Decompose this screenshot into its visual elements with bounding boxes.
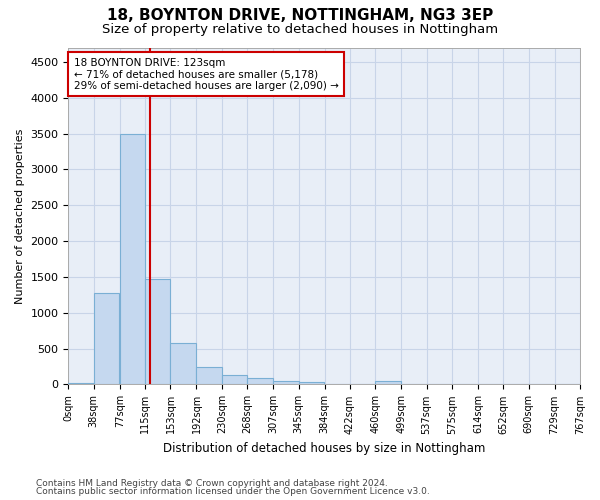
Bar (145, 279, 170, 384)
Bar (170, 343, 196, 384)
Bar (196, 367, 222, 384)
Bar (94, 294, 119, 384)
Text: Size of property relative to detached houses in Nottingham: Size of property relative to detached ho… (102, 22, 498, 36)
Bar (375, 381, 401, 384)
Bar (299, 382, 324, 384)
Y-axis label: Number of detached properties: Number of detached properties (15, 128, 25, 304)
Text: 18 BOYNTON DRIVE: 123sqm
← 71% of detached houses are smaller (5,178)
29% of sem: 18 BOYNTON DRIVE: 123sqm ← 71% of detach… (74, 58, 338, 91)
Bar (222, 375, 247, 384)
X-axis label: Distribution of detached houses by size in Nottingham: Distribution of detached houses by size … (163, 442, 485, 455)
Text: 18, BOYNTON DRIVE, NOTTINGHAM, NG3 3EP: 18, BOYNTON DRIVE, NOTTINGHAM, NG3 3EP (107, 8, 493, 22)
Bar (247, 378, 272, 384)
Text: Contains HM Land Registry data © Crown copyright and database right 2024.: Contains HM Land Registry data © Crown c… (36, 478, 388, 488)
Bar (68, 383, 94, 384)
Text: Contains public sector information licensed under the Open Government Licence v3: Contains public sector information licen… (36, 487, 430, 496)
Bar (120, 134, 145, 384)
Bar (273, 380, 299, 384)
